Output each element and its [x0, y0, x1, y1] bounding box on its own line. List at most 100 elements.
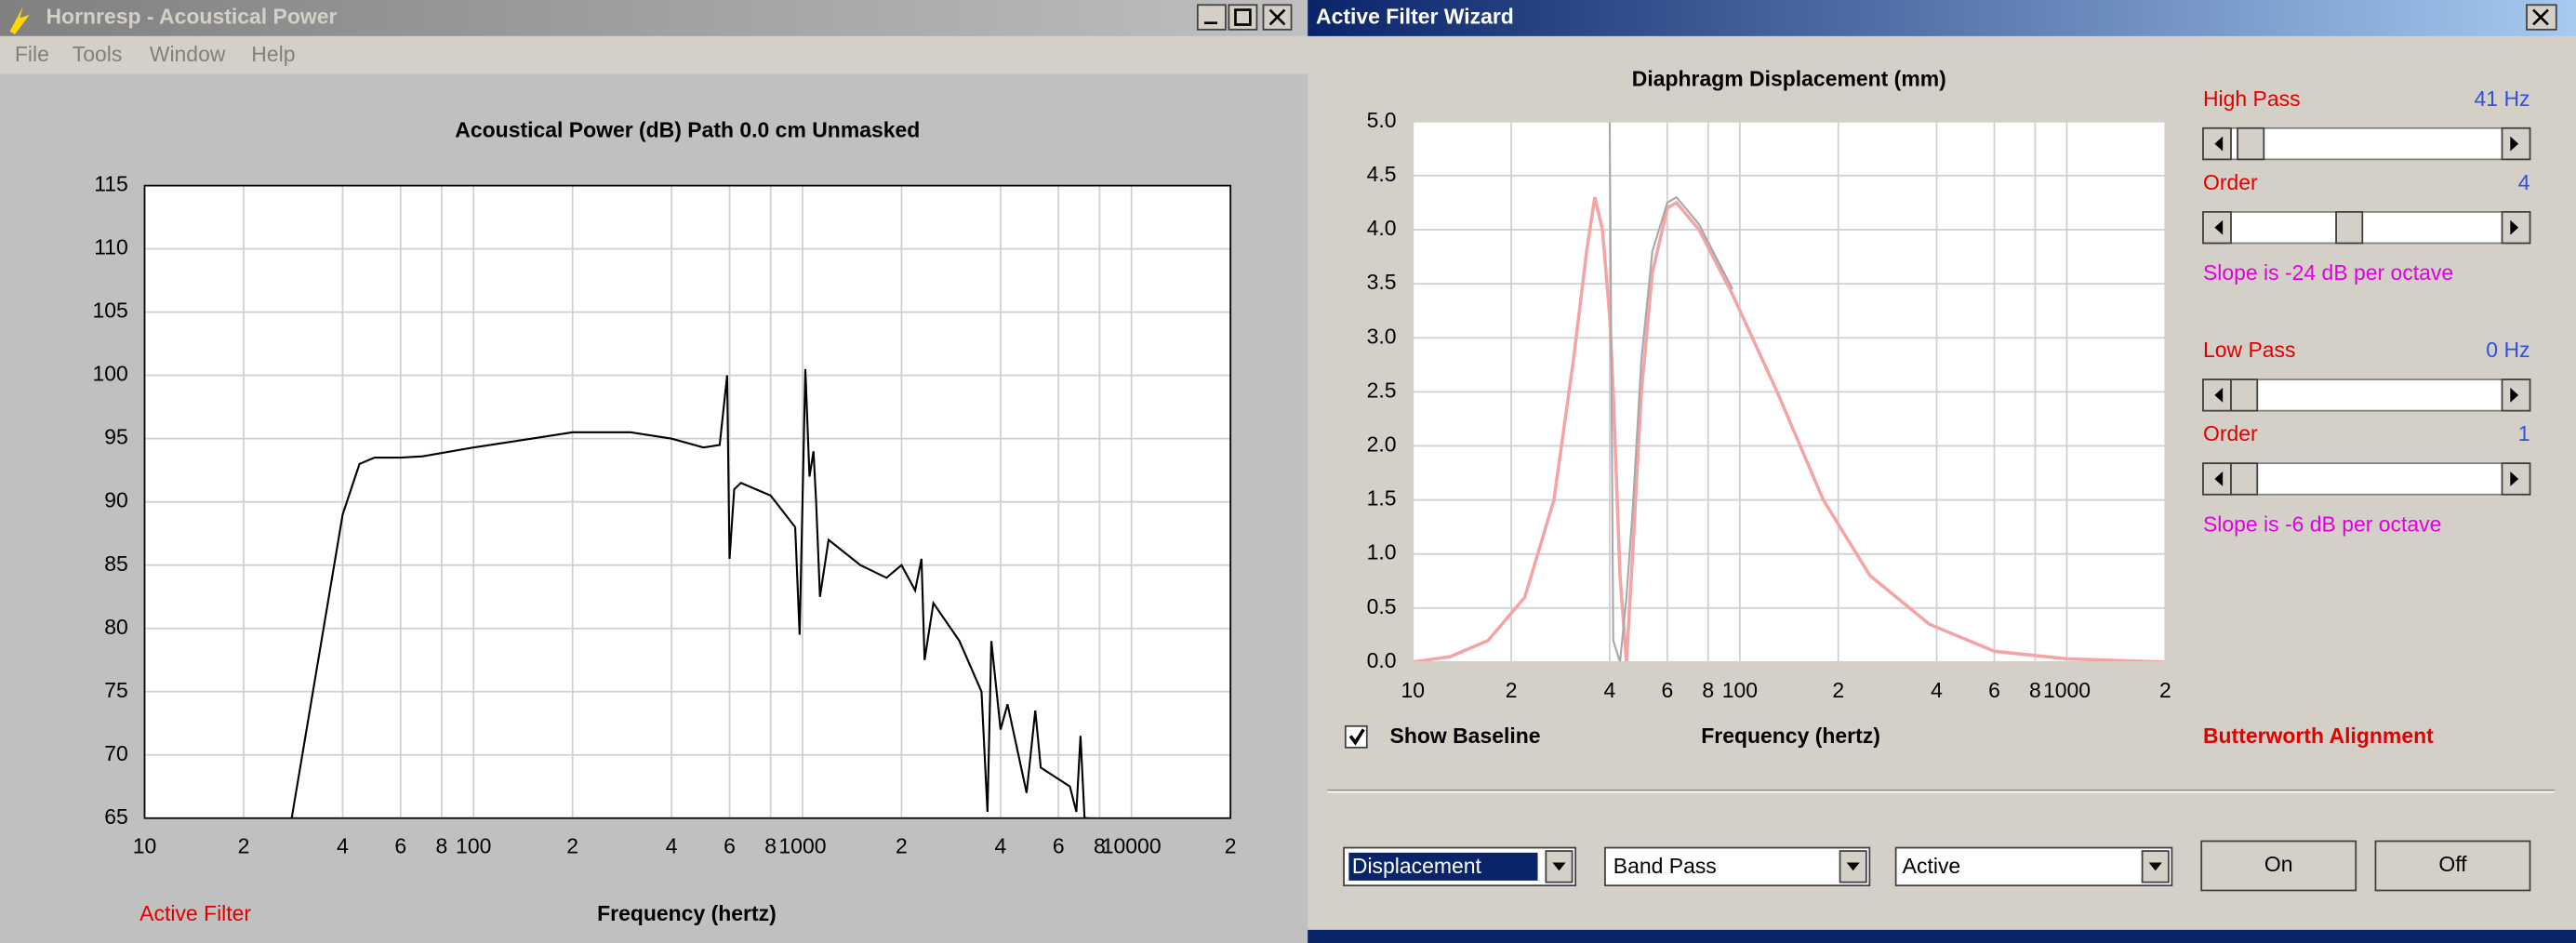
data-line	[1413, 196, 2166, 662]
slider-thumb[interactable]	[2230, 462, 2259, 496]
y-tick-label: 90	[104, 488, 128, 512]
x-tick-label: 8	[764, 834, 777, 858]
x-axis-label: Frequency (hertz)	[597, 901, 777, 925]
menu-item[interactable]: Window	[150, 42, 226, 66]
window-edge	[1308, 929, 2576, 943]
window-buttons[interactable]	[1196, 4, 1293, 31]
data-line	[290, 368, 1089, 818]
arrow-glyph	[2148, 862, 2162, 871]
y-tick-label: 0.0	[1367, 648, 1397, 672]
x-tick-label: 4	[1604, 678, 1616, 702]
button-text: Off	[2438, 852, 2467, 876]
y-tick-label: 110	[94, 235, 128, 259]
x-tick-label: 8	[1702, 678, 1714, 702]
x-tick-label: 6	[1053, 834, 1065, 858]
x-tick-label: 1000	[778, 834, 826, 858]
y-tick-label: 4.0	[1367, 216, 1397, 240]
data-line	[1608, 121, 1733, 662]
order-value: 4	[2518, 170, 2530, 194]
x-tick-label: 1000	[2043, 678, 2091, 702]
chart-title: Acoustical Power (dB) Path 0.0 cm Unmask…	[455, 117, 920, 141]
y-tick-label: 3.5	[1367, 270, 1397, 294]
x-tick-label: 6	[1661, 678, 1673, 702]
x-tick-label: 2	[1225, 834, 1237, 858]
active-filter-label[interactable]: Active Filter	[139, 901, 251, 925]
y-tick-label: 100	[93, 362, 128, 386]
window-button-glyphs	[1203, 8, 1286, 26]
menu-item[interactable]: Help	[251, 42, 295, 66]
title-bar	[0, 0, 1308, 36]
dropdown[interactable]	[1894, 846, 2173, 887]
x-tick-label: 2	[238, 834, 250, 858]
order-label: Order	[2203, 421, 2258, 445]
on-button[interactable]	[2200, 840, 2357, 892]
x-tick-label: 8	[1094, 834, 1106, 858]
y-tick-label: 4.5	[1367, 162, 1397, 186]
x-tick-label: 4	[666, 834, 678, 858]
arrow-glyph	[1846, 862, 1860, 871]
y-tick-label: 0.5	[1367, 594, 1397, 618]
y-tick-label: 85	[104, 551, 128, 576]
off-button[interactable]	[2374, 840, 2531, 892]
slider-thumb[interactable]	[2335, 211, 2364, 245]
y-tick-label: 80	[104, 615, 128, 639]
y-tick-label: 1.5	[1367, 486, 1397, 511]
x-tick-label: 4	[1931, 678, 1943, 702]
y-tick-label: 105	[93, 299, 128, 323]
y-tick-label: 70	[104, 741, 128, 765]
x-axis-label: Frequency (hertz)	[1701, 724, 1880, 748]
close-glyph	[2532, 8, 2549, 26]
y-tick-label: 5.0	[1367, 108, 1397, 132]
dropdown[interactable]	[1604, 846, 1871, 887]
low-pass-label: Low Pass	[2203, 338, 2296, 362]
y-tick-label: 115	[94, 172, 128, 196]
x-tick-label: 2	[566, 834, 578, 858]
x-tick-label: 10000	[1102, 834, 1162, 858]
plot-frame	[143, 184, 1232, 819]
button-text: On	[2264, 852, 2293, 876]
x-tick-label: 6	[724, 834, 736, 858]
y-tick-label: 95	[104, 425, 128, 449]
menu-item[interactable]: File	[15, 42, 49, 66]
dropdown-text: Active	[1903, 854, 1961, 878]
x-tick-label: 100	[1722, 678, 1758, 702]
minimize-button[interactable]	[1196, 4, 1227, 31]
x-tick-label: 10	[1401, 678, 1425, 702]
window-title: Active Filter Wizard	[1316, 4, 1514, 28]
order-value: 1	[2518, 421, 2530, 445]
slider-thumb[interactable]	[2237, 126, 2265, 161]
show-baseline-label[interactable]: Show Baseline	[1390, 724, 1541, 748]
x-tick-label: 4	[995, 834, 1007, 858]
menu-item[interactable]: Tools	[73, 42, 123, 66]
dropdown-text: Band Pass	[1613, 854, 1717, 878]
menu-bar	[0, 35, 1308, 74]
x-tick-label: 2	[896, 834, 908, 858]
window-title: Hornresp - Acoustical Power	[46, 4, 337, 28]
y-tick-label: 65	[104, 804, 128, 829]
y-tick-label: 75	[104, 678, 128, 702]
slope-text: Slope is -6 dB per octave	[2203, 511, 2441, 536]
order-label: Order	[2203, 170, 2258, 194]
slope-text: Slope is -24 dB per octave	[2203, 260, 2453, 285]
y-tick-label: 2.5	[1367, 378, 1397, 402]
y-tick-label: 2.0	[1367, 432, 1397, 457]
slider[interactable]	[2202, 211, 2531, 245]
low-pass-value: 0 Hz	[2486, 338, 2530, 362]
high-pass-value: 41 Hz	[2475, 86, 2530, 111]
x-tick-label: 4	[337, 834, 349, 858]
app-icon	[9, 7, 30, 35]
x-tick-label: 6	[394, 834, 406, 858]
x-tick-label: 2	[1506, 678, 1518, 702]
high-pass-label: High Pass	[2203, 86, 2301, 111]
check-mark	[1348, 728, 1365, 746]
title-bar	[1308, 0, 2576, 36]
x-tick-label: 6	[1988, 678, 2000, 702]
slider-thumb[interactable]	[2230, 379, 2259, 412]
arrow-glyph	[1552, 862, 1566, 871]
plot-frame	[1412, 120, 2167, 663]
y-tick-label: 3.0	[1367, 324, 1397, 348]
dropdown-text: Displacement	[1352, 854, 1482, 878]
x-tick-label: 2	[1832, 678, 1844, 702]
